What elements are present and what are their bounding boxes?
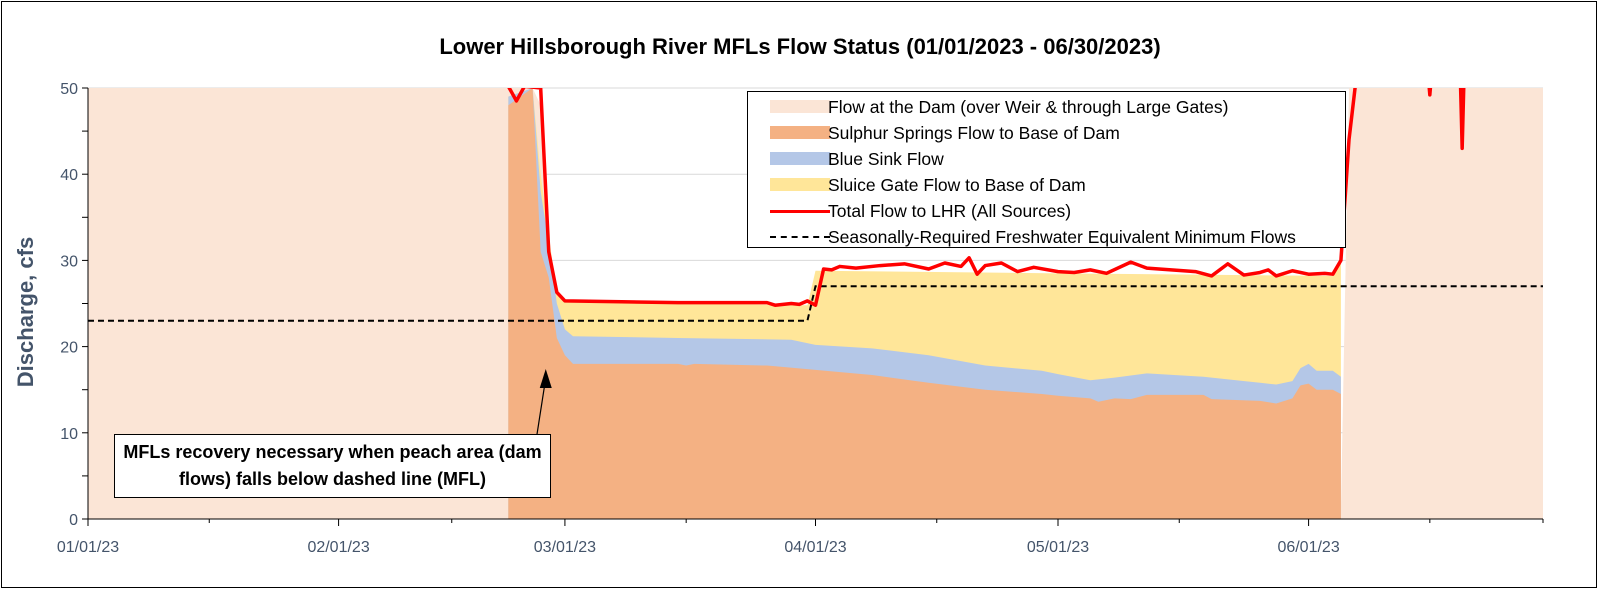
legend-swatch-bluesink <box>770 152 830 165</box>
legend-label-dam: Flow at the Dam (over Weir & through Lar… <box>828 97 1229 117</box>
y-tick-label: 0 <box>69 512 78 529</box>
y-tick-label: 20 <box>60 340 78 357</box>
x-tick-label: 05/01/23 <box>1027 539 1089 556</box>
annotation-box: MFLs recovery necessary when peach area … <box>114 434 551 498</box>
legend-label-total: Total Flow to LHR (All Sources) <box>828 201 1072 221</box>
legend-label-sulphur: Sulphur Springs Flow to Base of Dam <box>828 123 1120 143</box>
y-tick-label: 10 <box>60 426 78 443</box>
legend-item-bluesink: Blue Sink Flow <box>748 146 1345 172</box>
legend-label-sluice: Sluice Gate Flow to Base of Dam <box>828 175 1086 195</box>
legend-item-sulphur: Sulphur Springs Flow to Base of Dam <box>748 120 1345 146</box>
x-tick-label: 02/01/23 <box>307 539 369 556</box>
legend-swatch-sluice <box>770 178 830 191</box>
legend-swatch-dam <box>770 100 830 113</box>
legend-item-dam: Flow at the Dam (over Weir & through Lar… <box>748 94 1345 120</box>
legend-label-bluesink: Blue Sink Flow <box>828 149 944 169</box>
annotation-arrowhead <box>539 369 552 388</box>
y-tick-label: 50 <box>60 81 78 98</box>
x-tick-label: 03/01/23 <box>534 539 596 556</box>
legend-item-mfl: Seasonally-Required Freshwater Equivalen… <box>748 224 1345 250</box>
legend-line-mfl <box>770 236 830 238</box>
area-sulphur <box>508 88 1341 519</box>
legend-line-total <box>770 210 830 213</box>
y-tick-label: 30 <box>60 253 78 270</box>
axes: 0 10 20 30 40 50 01/01/23 02/01/23 03/01/23 04/01… <box>57 81 1544 556</box>
line-total-flow-spike <box>1427 88 1433 97</box>
legend-item-total: Total Flow to LHR (All Sources) <box>748 198 1345 224</box>
x-tick-label: 04/01/23 <box>784 539 846 556</box>
legend-swatch-sulphur <box>770 126 830 139</box>
y-tick-label: 40 <box>60 167 78 184</box>
line-total-flow-spike <box>1458 88 1466 151</box>
area-series <box>88 88 1543 519</box>
area-dam <box>88 88 1543 519</box>
x-tick-label: 06/01/23 <box>1277 539 1339 556</box>
legend-label-mfl: Seasonally-Required Freshwater Equivalen… <box>828 227 1296 247</box>
line-series <box>88 88 1543 322</box>
legend: Flow at the Dam (over Weir & through Lar… <box>747 91 1346 248</box>
chart-title: Lower Hillsborough River MFLs Flow Statu… <box>439 34 1161 59</box>
legend-item-sluice: Sluice Gate Flow to Base of Dam <box>748 172 1345 198</box>
line-total-flow <box>507 88 1357 307</box>
x-tick-label: 01/01/23 <box>57 539 119 556</box>
